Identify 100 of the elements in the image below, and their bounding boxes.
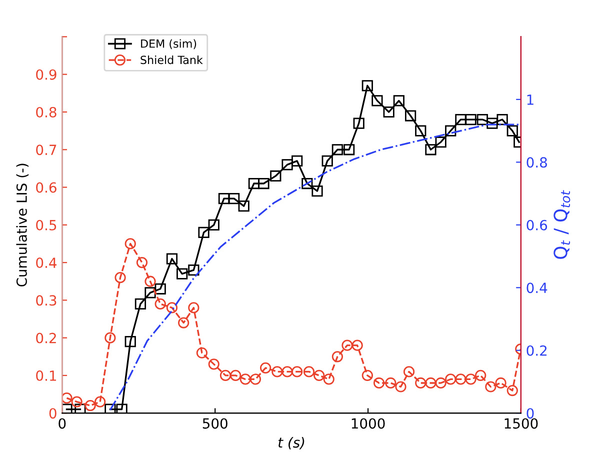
point [372, 95, 383, 106]
y-tick-label: 0.9 [36, 69, 56, 80]
point [188, 302, 200, 314]
point [362, 370, 373, 382]
x-tick-label: 0 [58, 418, 66, 429]
point [445, 125, 456, 136]
point [403, 366, 415, 378]
point [415, 125, 426, 136]
y-tick-label: 0.7 [36, 144, 56, 156]
point [248, 178, 260, 190]
y-tick-label: 0 [49, 408, 56, 419]
point [272, 366, 283, 378]
legend-label: DEM (sim) [141, 39, 196, 50]
point [496, 114, 508, 126]
point [116, 404, 128, 414]
point [208, 219, 220, 230]
point [314, 370, 325, 382]
point [104, 404, 116, 414]
point [74, 404, 86, 414]
point [393, 95, 404, 106]
point [178, 317, 190, 328]
point [465, 374, 476, 385]
y2-tick-label: 0.8 [526, 157, 547, 168]
point [104, 332, 116, 344]
point [344, 144, 355, 156]
y-tick-label: 0.2 [36, 332, 56, 344]
x-tick-label: 1500 [504, 418, 538, 429]
point [124, 336, 136, 348]
point [332, 144, 343, 156]
x-tick-label: 1000 [352, 418, 385, 429]
point [228, 193, 240, 204]
point [435, 136, 446, 148]
point [270, 170, 282, 182]
point [154, 283, 166, 294]
point [166, 302, 178, 314]
point [353, 118, 364, 129]
point [455, 374, 466, 385]
point [71, 396, 82, 408]
point [176, 268, 188, 280]
point [383, 106, 394, 118]
point [486, 118, 498, 129]
x-tick-label: 500 [202, 418, 228, 429]
y-tick-label: 0.3 [36, 295, 56, 306]
point [84, 400, 96, 412]
point [230, 370, 242, 382]
point [282, 159, 293, 170]
point [303, 366, 315, 378]
point [495, 377, 506, 389]
point [395, 381, 406, 392]
y-tick-label: 0.5 [36, 220, 56, 230]
point [94, 396, 106, 408]
point [124, 238, 136, 250]
y2-axis-title: Q$_{t}$ / Q$_{tot}$ [554, 190, 570, 259]
point [455, 114, 466, 126]
point [166, 253, 178, 264]
point [415, 377, 426, 389]
point [144, 276, 156, 287]
point [196, 347, 208, 358]
point [62, 392, 72, 404]
point [404, 110, 416, 122]
y-tick-label: 0.6 [36, 182, 56, 193]
point [218, 193, 230, 204]
point [323, 374, 334, 385]
point [332, 351, 343, 362]
point [342, 340, 353, 351]
y-axis-title: Cumulative LIS (-) [16, 164, 29, 286]
point [435, 377, 446, 389]
point [154, 298, 166, 310]
point [188, 264, 200, 276]
legend-label: Shield Tank [140, 56, 203, 64]
y2-tick-label: 0.6 [526, 220, 548, 230]
point [506, 384, 518, 396]
point [385, 377, 396, 389]
point [312, 185, 323, 197]
point [282, 366, 293, 378]
point [198, 226, 210, 238]
point [302, 178, 313, 190]
y2-tick-label: 0.2 [526, 345, 547, 356]
point [144, 287, 156, 298]
point [352, 340, 363, 351]
y2-tick-label: 0 [526, 408, 534, 419]
point [134, 298, 146, 310]
point [373, 377, 385, 389]
point [114, 272, 126, 284]
point [425, 144, 436, 156]
point [62, 404, 72, 414]
point [258, 178, 270, 190]
point [485, 381, 496, 392]
y-tick-label: 0.1 [36, 370, 56, 381]
point [250, 374, 262, 385]
point [260, 362, 272, 374]
point [465, 114, 476, 126]
point [476, 114, 488, 126]
y-tick-label: 0.8 [36, 106, 56, 118]
y2-tick-label: 1 [527, 94, 534, 105]
point [220, 370, 232, 382]
point [292, 155, 303, 166]
point [238, 200, 250, 212]
point [445, 374, 456, 385]
x-axis-title: t (s) [278, 436, 304, 450]
